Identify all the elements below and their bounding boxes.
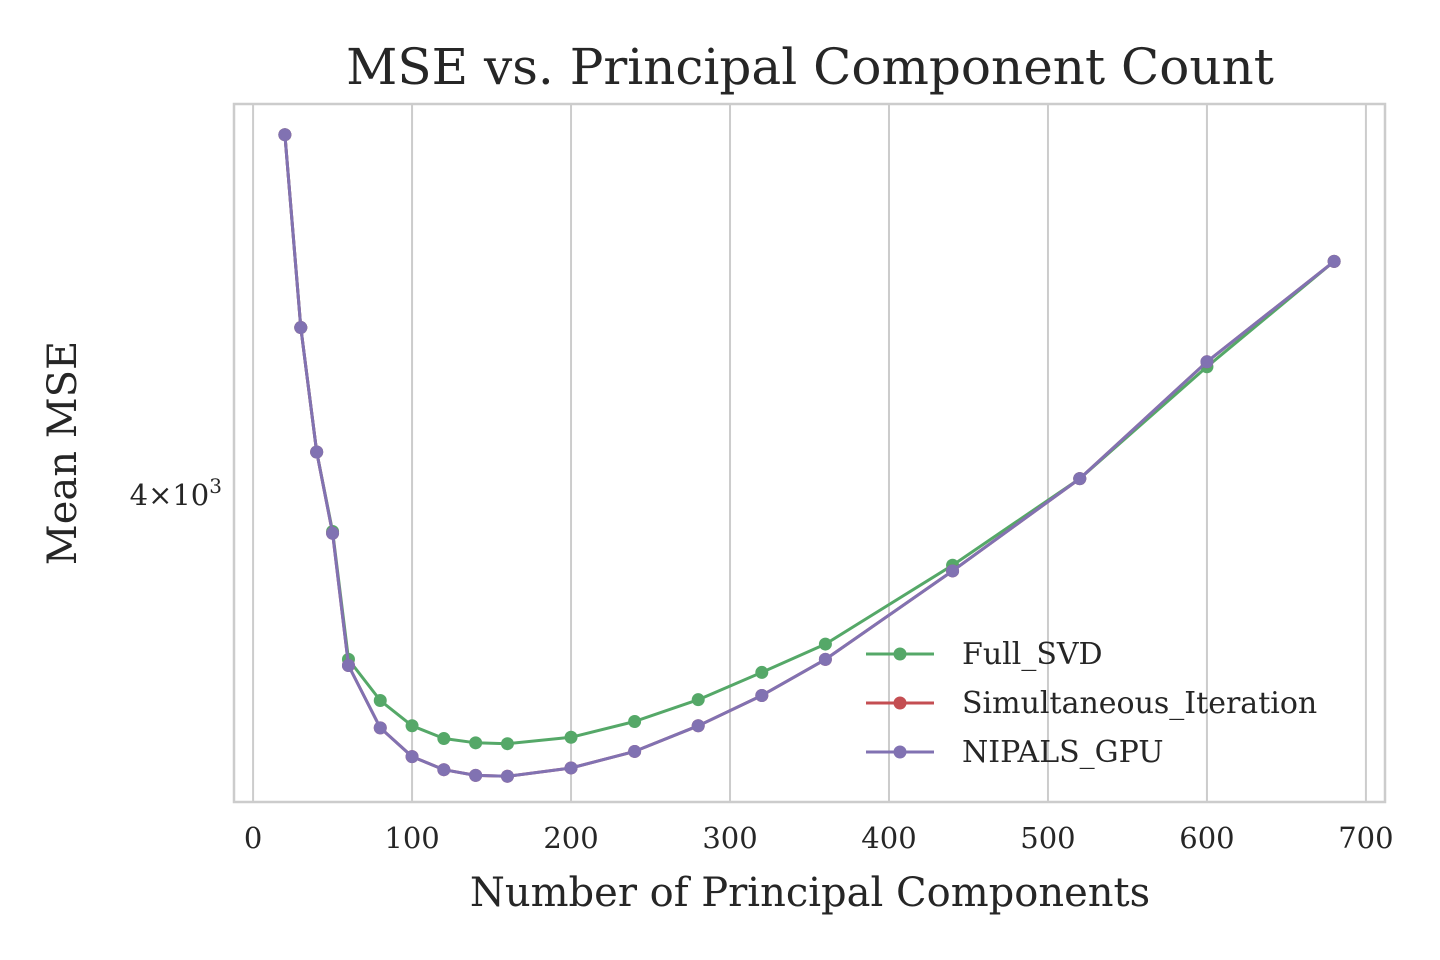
data-point — [564, 730, 578, 744]
x-tick-label: 200 — [543, 821, 598, 855]
data-point — [469, 768, 483, 782]
legend-item: Simultaneous_Iteration — [866, 686, 1317, 721]
x-tick-label: 500 — [1020, 821, 1075, 855]
y-tick-label: 4×103 — [130, 474, 222, 512]
legend-label: Full_SVD — [962, 637, 1103, 672]
data-point — [437, 732, 451, 746]
data-point — [1073, 472, 1087, 486]
legend-marker — [893, 745, 907, 759]
legend: Full_SVD Simultaneous_Iteration NIPALS_GPU — [866, 637, 1317, 770]
legend-label: Simultaneous_Iteration — [962, 686, 1317, 721]
data-point — [755, 665, 769, 679]
series-full-svd — [278, 128, 1341, 751]
data-point — [405, 750, 419, 764]
x-tick-label: 700 — [1338, 821, 1393, 855]
x-tick-label: 100 — [384, 821, 439, 855]
data-point — [628, 744, 642, 758]
series-simultaneous-iteration — [278, 128, 1341, 783]
legend-marker — [893, 696, 907, 710]
data-point — [564, 761, 578, 775]
x-tick-label: 300 — [702, 821, 757, 855]
data-point — [946, 564, 960, 578]
data-point — [818, 637, 832, 651]
data-point — [691, 719, 705, 733]
data-point — [628, 715, 642, 729]
series-line — [283, 134, 1336, 778]
data-point — [326, 526, 340, 540]
data-point — [755, 689, 769, 703]
data-point — [294, 321, 308, 335]
data-point — [278, 128, 292, 142]
y-tick-base: 4 — [130, 478, 148, 512]
legend-item: Full_SVD — [866, 637, 1103, 672]
data-point — [405, 719, 419, 733]
x-tick-label: 400 — [861, 821, 916, 855]
x-tick-labels: 0 100 200 300 400 500 600 700 — [244, 821, 1394, 855]
grid-lines — [252, 104, 1367, 802]
series-line — [283, 134, 1336, 778]
series-line — [283, 134, 1336, 746]
legend-marker — [893, 647, 907, 661]
y-tick-exponent: 3 — [209, 474, 222, 498]
data-point — [1200, 355, 1214, 369]
data-point — [818, 652, 832, 666]
series-layer — [278, 128, 1341, 783]
y-tick-times: ×10 — [148, 478, 209, 512]
x-axis-label: Number of Principal Components — [470, 870, 1150, 916]
data-point — [373, 694, 387, 708]
data-point — [373, 721, 387, 735]
data-point — [437, 763, 451, 777]
series-nipals-gpu — [278, 128, 1341, 783]
chart-title: MSE vs. Principal Component Count — [346, 38, 1274, 96]
data-point — [1327, 254, 1341, 268]
x-tick-label: 600 — [1179, 821, 1234, 855]
data-point — [500, 737, 514, 751]
data-point — [469, 736, 483, 750]
plot-frame — [232, 102, 1387, 804]
data-point — [341, 658, 355, 672]
data-point — [500, 769, 514, 783]
legend-item: NIPALS_GPU — [866, 735, 1164, 770]
x-tick-label: 0 — [244, 821, 262, 855]
data-point — [310, 445, 324, 459]
y-tick-labels: 4×103 — [130, 474, 222, 512]
data-point — [691, 693, 705, 707]
y-axis-label: Mean MSE — [40, 341, 86, 566]
legend-label: NIPALS_GPU — [962, 735, 1164, 770]
